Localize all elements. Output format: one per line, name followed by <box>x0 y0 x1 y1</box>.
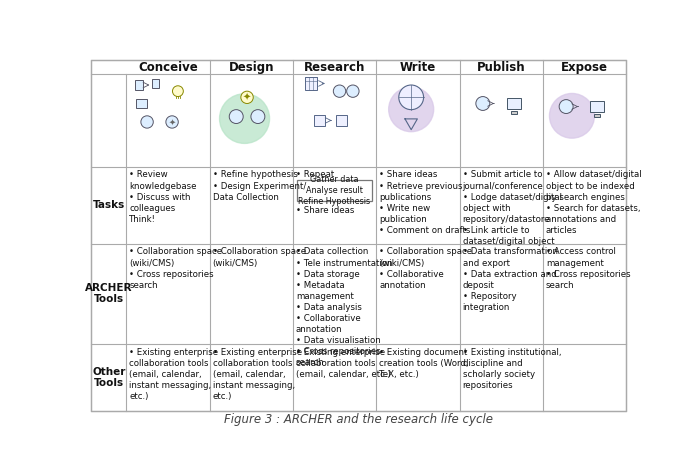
Text: • Access control
management
• Cross repositories
search: • Access control management • Cross repo… <box>546 247 631 290</box>
Circle shape <box>333 85 346 97</box>
Circle shape <box>172 86 183 97</box>
Text: ✦: ✦ <box>169 117 176 127</box>
Text: • Collaboration space
(wiki/CMS)
• Collaborative
annotation: • Collaboration space (wiki/CMS) • Colla… <box>379 247 473 290</box>
Bar <box>507 98 521 109</box>
Circle shape <box>550 93 594 138</box>
Text: • Existing enterprise
collaboration tools
(email, calendar,
instant messaging,
e: • Existing enterprise collaboration tool… <box>213 348 302 401</box>
Bar <box>336 115 346 126</box>
Text: • Data collection
• Tele instrumentation
• Data storage
• Metadata
management
• : • Data collection • Tele instrumentation… <box>296 247 393 367</box>
Bar <box>305 77 317 89</box>
Circle shape <box>476 97 490 110</box>
Circle shape <box>241 91 253 104</box>
Circle shape <box>220 94 270 143</box>
Text: Expose: Expose <box>561 61 608 74</box>
Text: • Submit article to
journal/conference
• Lodge dataset/digital
object with
repos: • Submit article to journal/conference •… <box>463 171 561 246</box>
Text: • Refine hypothesis
• Design Experiment/
Data Collection: • Refine hypothesis • Design Experiment/… <box>213 171 306 202</box>
Text: • Repeat: • Repeat <box>296 171 334 179</box>
Text: Gather data
Analyse result
Refine Hypothesis: Gather data Analyse result Refine Hypoth… <box>298 175 370 206</box>
Text: • Existing institutional,
discipline and
scholarly society
repositories: • Existing institutional, discipline and… <box>463 348 561 390</box>
Bar <box>152 79 159 88</box>
Bar <box>510 111 517 114</box>
Circle shape <box>399 85 423 110</box>
Bar <box>590 101 604 112</box>
Text: Figure 3 : ARCHER and the research life cycle: Figure 3 : ARCHER and the research life … <box>224 413 493 426</box>
Bar <box>135 80 143 90</box>
Text: ✦: ✦ <box>243 92 251 102</box>
Bar <box>136 99 147 108</box>
Text: • Data transformation
and export
• Data extraction and
deposit
• Repository
inte: • Data transformation and export • Data … <box>463 247 558 312</box>
Text: • Review
knowledgebase
• Discuss with
colleagues
Think!: • Review knowledgebase • Discuss with co… <box>130 171 197 224</box>
Text: • Existing document
creation tools (Word,
TeX, etc.): • Existing document creation tools (Word… <box>379 348 469 379</box>
Text: Other
Tools: Other Tools <box>92 367 125 389</box>
Text: • Allow dataset/digital
object to be indexed
by search engines
• Search for data: • Allow dataset/digital object to be ind… <box>546 171 641 235</box>
Circle shape <box>346 85 359 97</box>
Bar <box>594 114 600 117</box>
Text: • Share ideas: • Share ideas <box>296 206 354 215</box>
Text: • Existing enterprise
collaboration tools
(email, calendar,
instant messaging,
e: • Existing enterprise collaboration tool… <box>130 348 218 401</box>
Bar <box>297 180 372 201</box>
Circle shape <box>166 116 179 128</box>
Text: Design: Design <box>228 61 274 74</box>
Circle shape <box>389 87 434 132</box>
Text: • Existing enterprise
collaboration tools
(email, calendar, etc.): • Existing enterprise collaboration tool… <box>296 348 391 379</box>
Text: • Collaboration space
(wiki/CMS)
• Cross repositories
search: • Collaboration space (wiki/CMS) • Cross… <box>130 247 223 290</box>
Text: • Collaboration space
(wiki/CMS): • Collaboration space (wiki/CMS) <box>213 247 306 268</box>
Text: Conceive: Conceive <box>138 61 198 74</box>
Text: Tasks: Tasks <box>92 200 125 210</box>
Text: Write: Write <box>400 61 436 74</box>
Text: Research: Research <box>304 61 365 74</box>
Circle shape <box>251 110 265 123</box>
Text: • Share ideas
• Retrieve previous
publications
• Write new
publication
• Comment: • Share ideas • Retrieve previous public… <box>379 171 470 235</box>
Bar <box>314 115 325 126</box>
Circle shape <box>141 116 153 128</box>
Text: Publish: Publish <box>477 61 526 74</box>
Circle shape <box>229 110 243 123</box>
Text: ARCHER
Tools: ARCHER Tools <box>85 283 132 304</box>
Circle shape <box>559 100 573 114</box>
